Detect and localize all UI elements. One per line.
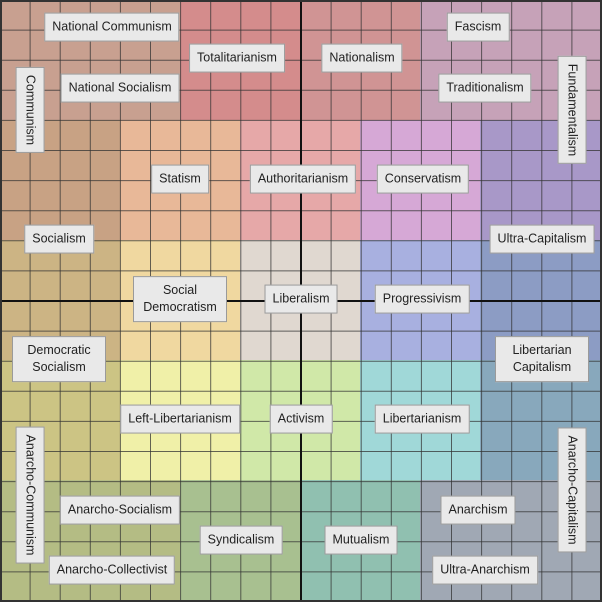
ideology-label: Statism (151, 164, 209, 194)
ideology-label: Progressivism (374, 284, 470, 314)
ideology-label: Anarchism (440, 495, 516, 525)
ideology-label: Ultra-Anarchism (432, 555, 538, 585)
ideology-label: National Communism (44, 12, 180, 42)
ideology-label: National Socialism (60, 73, 180, 103)
ideology-label: Activism (269, 404, 333, 434)
ideology-label: Traditionalism (438, 73, 532, 103)
ideology-label: Fascism (446, 12, 510, 42)
ideology-label: Mutualism (324, 525, 398, 555)
ideology-label: Libertarianism (374, 404, 470, 434)
ideology-label: Nationalism (321, 43, 403, 73)
ideology-label: Social Democratism (133, 276, 227, 322)
ideology-label: Ultra-Capitalism (489, 224, 595, 254)
ideology-label: Anarcho-Socialism (59, 495, 181, 525)
ideology-label: Left-Libertarianism (120, 404, 240, 434)
ideology-label: Authoritarianism (249, 164, 357, 194)
ideology-label: Communism (15, 66, 45, 154)
ideology-label: Syndicalism (199, 525, 283, 555)
ideology-label: Libertarian Capitalism (495, 336, 589, 382)
ideology-label: Anarcho-Communism (15, 426, 45, 564)
ideology-label: Fundamentalism (557, 55, 587, 165)
ideology-label: Totalitarianism (189, 43, 285, 73)
ideology-label: Conservatism (376, 164, 470, 194)
ideology-label: Anarcho-Collectivist (48, 555, 176, 585)
ideology-label: Democratic Socialism (12, 336, 106, 382)
ideology-label: Socialism (24, 224, 94, 254)
ideology-label: Anarcho-Capitalism (557, 427, 587, 553)
ideology-label: Liberalism (264, 284, 338, 314)
